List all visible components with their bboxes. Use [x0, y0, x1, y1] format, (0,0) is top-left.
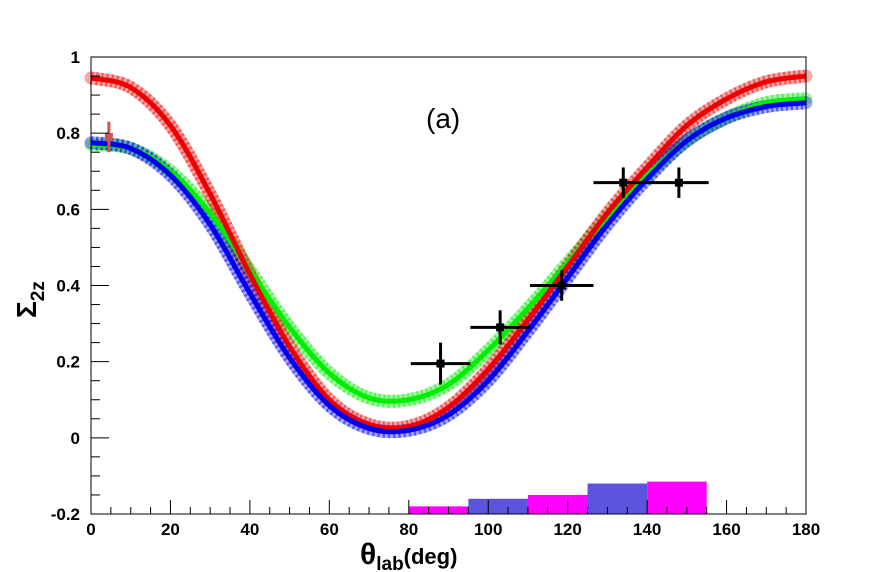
data-point-5 — [649, 167, 709, 198]
data-marker — [104, 132, 113, 141]
data-marker — [557, 281, 566, 290]
x-tick-label: 160 — [712, 520, 740, 539]
x-axis-title-subscript: lab — [376, 554, 403, 572]
x-axis-title-symbol: θ — [360, 538, 376, 571]
y-tick-label: 0.8 — [56, 124, 80, 143]
x-axis-title-unit: (deg) — [404, 544, 458, 569]
x-axis-title: θlab(deg) — [360, 538, 457, 572]
x-tick-label: 100 — [474, 520, 502, 539]
data-point-4 — [593, 167, 654, 198]
bottom-bar-5 — [647, 481, 707, 514]
y-tick-label: 0 — [71, 429, 80, 448]
series-lines — [90, 73, 807, 435]
panel-label: (a) — [426, 103, 460, 134]
x-tick-label: 140 — [633, 520, 661, 539]
y-tick-label: 1 — [71, 48, 80, 67]
bottom-bar-4 — [587, 483, 648, 514]
y-tick-labels: -0.2 0 0.2 0.4 0.6 0.8 1 — [51, 48, 81, 524]
y-axis-title: Σ2z — [11, 281, 49, 318]
bottom-bar-3 — [527, 494, 588, 514]
y-axis-title-symbol: Σ — [11, 301, 42, 318]
data-marker — [619, 178, 628, 187]
bottom-bar-2 — [468, 498, 528, 514]
axis-ticks — [90, 56, 807, 515]
x-tick-labels: 0 20 40 60 80 100 120 140 160 180 — [86, 520, 820, 539]
y-axis-title-subscript: 2z — [28, 281, 49, 301]
y-tick-label: 0.6 — [56, 200, 80, 219]
x-tick-label: 120 — [553, 520, 581, 539]
x-tick-label: 40 — [240, 520, 259, 539]
bottom-bars — [408, 481, 707, 514]
series-line-blue — [90, 100, 807, 435]
series-line-red — [90, 73, 807, 431]
y-tick-label: 0.2 — [56, 353, 80, 372]
x-tick-label: 60 — [320, 520, 339, 539]
y-tick-label: -0.2 — [51, 505, 80, 524]
x-tick-label: 180 — [792, 520, 820, 539]
data-points — [104, 121, 709, 385]
y-tick-label: 0.4 — [56, 277, 80, 296]
data-marker — [674, 178, 683, 187]
data-marker — [496, 323, 505, 332]
x-tick-label: 0 — [86, 520, 95, 539]
data-point-6 — [104, 121, 113, 153]
data-marker — [436, 359, 445, 368]
data-point-3 — [529, 270, 594, 301]
bottom-bar-1 — [408, 506, 469, 514]
data-point-1 — [410, 342, 471, 385]
x-tick-label: 80 — [399, 520, 418, 539]
x-tick-label: 20 — [161, 520, 180, 539]
data-point-2 — [470, 310, 530, 345]
